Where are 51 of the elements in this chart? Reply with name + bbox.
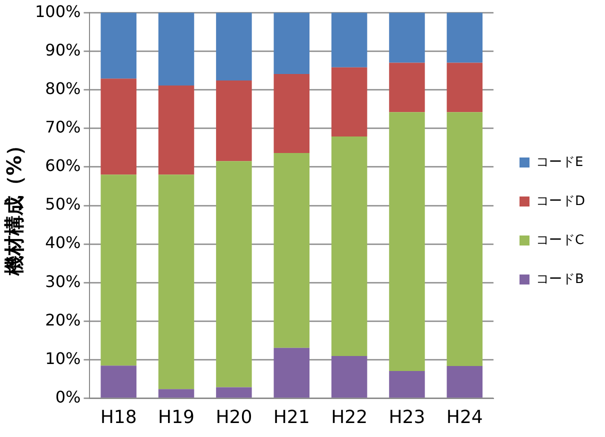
legend-label: コードB: [536, 272, 584, 287]
y-tick-label: 20%: [45, 310, 81, 330]
bar: [446, 366, 483, 398]
bar: [389, 112, 425, 372]
y-tick-label: 50%: [45, 194, 81, 214]
x-tick-label: H22: [331, 406, 368, 428]
y-tick-label: 100%: [34, 2, 81, 21]
bar: [100, 174, 136, 366]
y-tick-label: 10%: [45, 348, 81, 368]
x-tick-label: H20: [216, 406, 252, 428]
legend-label: コードE: [536, 154, 584, 170]
x-tick-label: H23: [388, 406, 426, 428]
bar: [274, 348, 310, 398]
bar: [446, 62, 483, 112]
y-tick-label: 80%: [45, 78, 81, 98]
bar: [331, 12, 368, 68]
bar: [446, 12, 483, 63]
bar: [216, 387, 252, 398]
bar: [216, 161, 252, 388]
x-tick-label: H24: [446, 406, 483, 428]
bar: [389, 62, 425, 112]
bar: [100, 366, 136, 398]
legend-label: コードD: [536, 194, 586, 209]
y-tick-label: 90%: [45, 40, 81, 60]
bar: [158, 389, 194, 398]
bar: [331, 356, 368, 398]
x-tick-label: H21: [273, 406, 310, 428]
bar: [158, 86, 194, 175]
bar: [216, 80, 252, 162]
bar: [274, 12, 310, 74]
x-tick-label: H19: [158, 406, 194, 428]
y-axis-title: 機材構成（%）: [2, 135, 26, 277]
bar: [446, 112, 483, 366]
bar: [389, 371, 425, 398]
bar: [158, 174, 194, 390]
y-tick-label: 60%: [45, 156, 81, 176]
x-tick-label: H18: [100, 406, 137, 428]
bar: [216, 12, 252, 80]
legend-label: コードC: [536, 232, 584, 248]
bar: [389, 12, 425, 63]
bar: [100, 78, 136, 175]
bar: [100, 12, 136, 79]
bar: [274, 153, 310, 348]
bar: [331, 67, 368, 136]
bar: [158, 12, 194, 86]
y-tick-label: 30%: [45, 272, 81, 291]
y-tick-label: 70%: [45, 117, 81, 136]
bar: [274, 74, 310, 154]
y-tick-label: 0%: [55, 388, 81, 407]
y-tick-label: 40%: [45, 233, 81, 252]
bar: [331, 136, 368, 356]
